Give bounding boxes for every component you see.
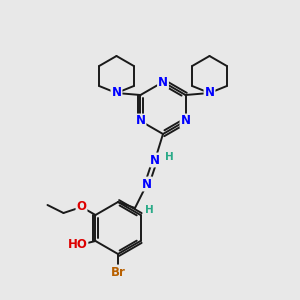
Text: H: H <box>165 152 173 162</box>
Text: N: N <box>150 154 160 166</box>
Text: N: N <box>205 86 214 100</box>
Text: N: N <box>158 76 168 88</box>
Text: HO: HO <box>68 238 87 251</box>
Text: N: N <box>112 86 122 100</box>
Text: Br: Br <box>111 266 125 278</box>
Text: N: N <box>136 115 146 128</box>
Text: O: O <box>76 200 86 214</box>
Text: N: N <box>181 115 190 128</box>
Text: N: N <box>142 178 152 190</box>
Text: H: H <box>145 205 153 215</box>
